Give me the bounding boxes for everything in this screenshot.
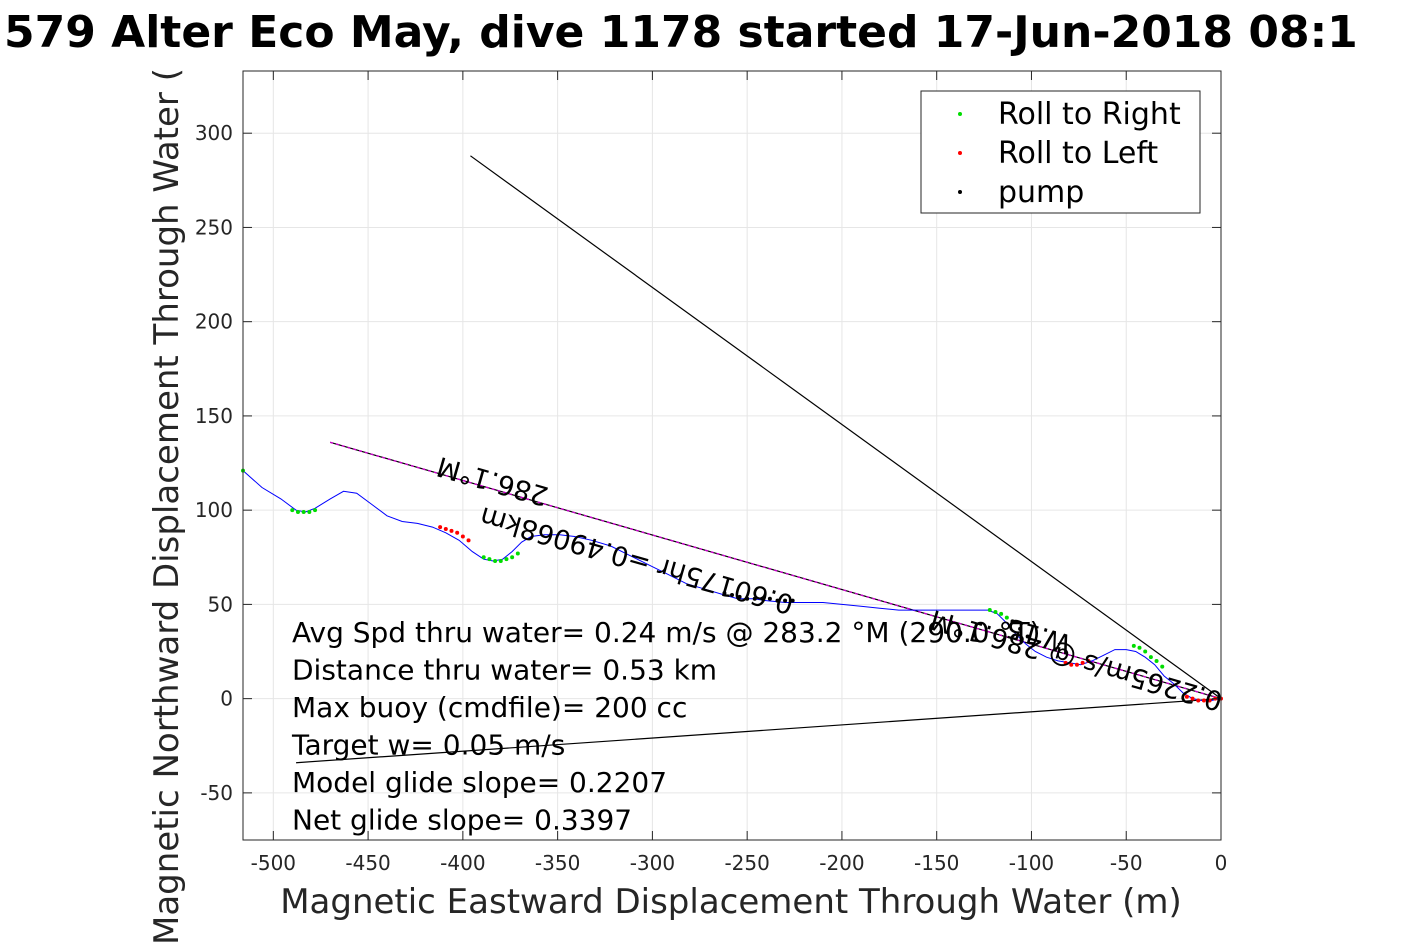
roll-right-point	[504, 557, 509, 562]
roll-left-point	[1184, 694, 1189, 699]
stats-annotation: Target w= 0.05 m/s	[291, 729, 565, 762]
roll-right-point	[510, 555, 515, 560]
roll-right-point	[1004, 615, 1009, 620]
x-tick-label: -350	[535, 851, 580, 875]
roll-right-point	[493, 559, 498, 564]
roll-right-point	[481, 555, 486, 560]
roll-left-point	[1074, 662, 1079, 667]
y-tick-label: 0	[220, 687, 233, 711]
y-tick-label: 250	[195, 215, 233, 239]
roll-left-point	[1207, 698, 1212, 703]
roll-left-point	[1190, 696, 1195, 701]
x-tick-label: -300	[630, 851, 675, 875]
roll-right-point	[307, 510, 312, 515]
stats-annotation: Avg Spd thru water= 0.24 m/s @ 283.2 °M …	[292, 616, 1040, 649]
roll-right-point	[487, 557, 492, 562]
roll-right-point	[987, 608, 992, 613]
legend-marker	[958, 112, 962, 116]
legend-marker	[958, 190, 962, 194]
chart-title: 579 Alter Eco May, dive 1178 started 17-…	[4, 7, 1358, 58]
roll-right-point	[295, 510, 300, 515]
heading-line-dashed	[329, 441, 1222, 700]
current-line	[470, 155, 1222, 700]
roll-left-point	[1063, 660, 1068, 665]
y-tick-label: 50	[208, 592, 233, 616]
stats-annotation: Net glide slope= 0.3397	[292, 804, 632, 837]
roll-right-point	[1143, 649, 1148, 654]
pump-point	[760, 596, 765, 601]
legend-label: Roll to Left	[998, 136, 1158, 171]
stats-annotation: Distance thru water= 0.53 km	[292, 654, 717, 687]
roll-left-point	[1201, 698, 1206, 703]
drift-line	[296, 698, 1222, 764]
pump-point	[752, 596, 757, 601]
pump-point	[730, 592, 734, 597]
roll-left-point	[1069, 662, 1074, 667]
y-tick-label: 150	[195, 404, 233, 428]
roll-right-point	[999, 611, 1004, 616]
pump-point	[775, 598, 780, 603]
y-axis-label: Magnetic Northward Displacement Through …	[147, 68, 187, 945]
roll-left-point	[466, 538, 471, 543]
x-tick-label: -150	[914, 851, 959, 875]
track-line	[242, 470, 1222, 701]
y-tick-label: 200	[195, 310, 233, 334]
pump-point	[1010, 619, 1015, 624]
pump-point	[1025, 634, 1030, 639]
legend-label: pump	[998, 175, 1084, 210]
roll-left-point	[438, 525, 443, 530]
roll-left-point	[443, 527, 448, 532]
roll-right-point	[313, 508, 318, 513]
pump-point	[1018, 626, 1023, 631]
roll-right-point	[1148, 655, 1153, 660]
stats-annotation: Model glide slope= 0.2207	[292, 766, 667, 799]
x-tick-label: -100	[1009, 851, 1054, 875]
roll-left-point	[449, 528, 454, 533]
legend-marker	[958, 151, 962, 155]
roll-left-point	[1196, 698, 1201, 703]
roll-right-point	[515, 551, 520, 556]
roll-right-point	[290, 508, 295, 513]
x-tick-label: -450	[345, 851, 390, 875]
axis-ticks: -500 -450 -400 -350 -300 -250 -200 -150 -100 -50 0…	[195, 71, 1228, 875]
pump-point	[790, 598, 795, 603]
pump-point	[767, 596, 772, 601]
x-tick-label: -400	[440, 851, 485, 875]
pump-point	[722, 591, 727, 596]
pump-point	[745, 596, 750, 601]
x-axis-label: Magnetic Eastward Displacement Through W…	[280, 882, 1182, 922]
roll-left-point	[455, 530, 460, 535]
legend-label: Roll to Right	[998, 97, 1181, 132]
x-tick-label: 0	[1215, 851, 1228, 875]
x-tick-label: -500	[251, 851, 296, 875]
roll-right-point	[1154, 658, 1159, 663]
roll-right-point	[1160, 664, 1165, 669]
x-tick-label: -50	[1110, 851, 1143, 875]
x-tick-label: -200	[819, 851, 864, 875]
roll-right-point	[993, 609, 998, 614]
roll-right-point	[1131, 643, 1136, 648]
roll-left-point	[460, 534, 465, 539]
pump-point	[783, 598, 788, 603]
roll-right-point	[1137, 645, 1142, 650]
y-tick-label: -50	[200, 781, 233, 805]
roll-left-point	[1086, 658, 1091, 663]
stats-annotation: Max buoy (cmdfile)= 200 cc	[292, 691, 687, 724]
series-layer	[241, 155, 1223, 764]
plot-frame	[242, 70, 1222, 841]
roll-right-point	[301, 510, 306, 515]
y-tick-label: 300	[195, 121, 233, 145]
legend-box	[920, 90, 1201, 214]
grid	[243, 71, 1222, 840]
y-tick-label: 100	[195, 498, 233, 522]
roll-right-point	[498, 559, 503, 564]
pump-point	[737, 594, 742, 599]
x-tick-label: -250	[724, 851, 769, 875]
legend: Roll to Right Roll to Left pump	[920, 90, 1201, 214]
roll-left-point	[1080, 660, 1085, 665]
